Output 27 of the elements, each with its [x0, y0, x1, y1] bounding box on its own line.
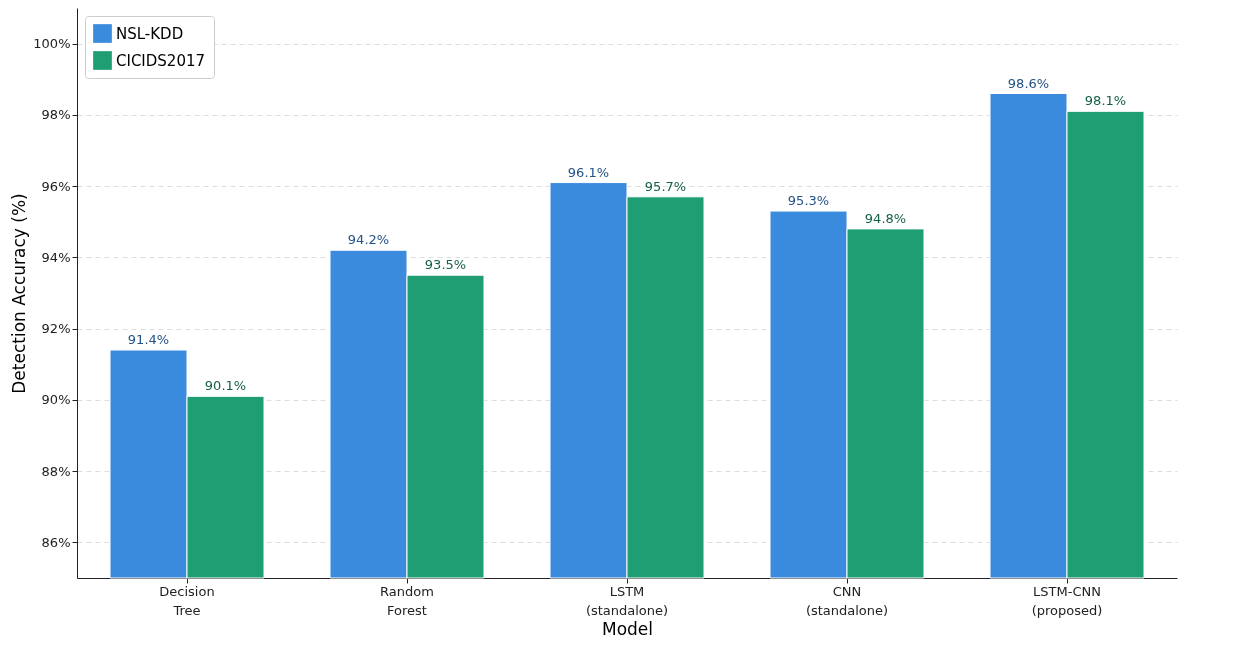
y-tick-label: 90%: [41, 392, 71, 408]
y-axis-title: Detection Accuracy (%): [9, 193, 30, 394]
data-label: 95.7%: [644, 178, 687, 194]
x-axis-title: Model: [601, 618, 654, 639]
data-label: 98.6%: [1007, 75, 1050, 91]
data-label: 96.1%: [567, 164, 610, 180]
y-tick-label: 98%: [41, 107, 71, 123]
data-label: 95.3%: [787, 193, 830, 209]
x-tick-label: LSTM-CNN (proposed): [1031, 583, 1103, 618]
y-tick-label: 92%: [41, 321, 71, 337]
x-tick-label: Decision Tree: [159, 583, 215, 618]
y-tick-label: 94%: [41, 249, 71, 265]
y-tick-label: 96%: [41, 178, 71, 194]
legend-label: CICIDS2017: [116, 51, 206, 70]
x-tick-label: Random Forest: [380, 583, 434, 618]
data-label: 94.2%: [347, 232, 390, 248]
y-tick-label: 100%: [33, 36, 71, 52]
data-label: 98.1%: [1084, 93, 1127, 109]
data-label: 90.1%: [204, 378, 247, 394]
y-tick-label: 88%: [41, 463, 71, 479]
x-tick-label: CNN (standalone): [805, 583, 889, 618]
data-label: 93.5%: [424, 257, 467, 273]
data-label: 91.4%: [127, 332, 170, 347]
legend-label: NSL-KDD: [116, 24, 184, 43]
x-tick-label: LSTM (standalone): [585, 583, 669, 618]
data-label: 94.8%: [864, 210, 907, 226]
y-tick-label: 86%: [41, 534, 71, 550]
